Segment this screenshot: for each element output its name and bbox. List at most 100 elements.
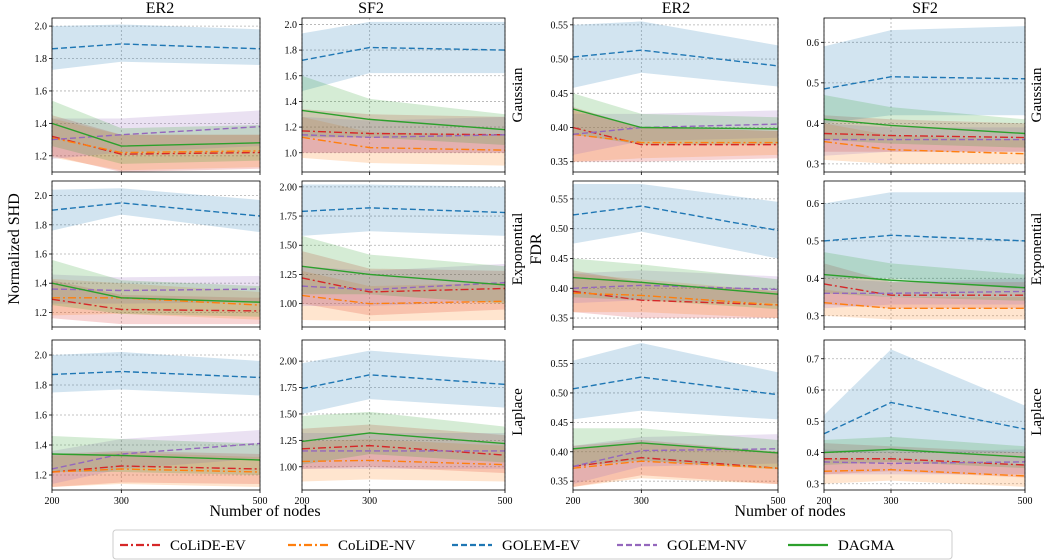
band-colide-ev — [52, 115, 260, 172]
panel-exponential-sf2-fdr: 0.3 0.4 0.5 0.6 — [807, 180, 1026, 330]
legend-label: GOLEM-NV — [667, 538, 747, 554]
x-tick-label: 200 — [45, 496, 60, 507]
y-tick-label: 0.4 — [807, 274, 820, 285]
panel-frame — [301, 180, 506, 328]
line-golem-ev — [52, 370, 260, 379]
panel-frame — [572, 339, 779, 491]
plot-area — [52, 188, 260, 325]
line-golem-ev — [573, 376, 778, 396]
line-golem-nv — [52, 442, 260, 470]
plot-area — [824, 349, 1025, 487]
line-dagma — [573, 108, 778, 130]
band-colide-ev — [824, 263, 1025, 309]
band-colide-nv — [302, 116, 505, 166]
y-axis-label-shd: Normalized SHD — [6, 193, 23, 305]
plot-area — [52, 352, 260, 487]
line-colide-ev — [52, 465, 260, 473]
legend-label: GOLEM-EV — [502, 538, 580, 554]
y-tick-label: 0.40 — [551, 447, 569, 458]
legend-frame — [112, 529, 953, 560]
plot-area — [824, 192, 1025, 320]
band-golem-nv — [573, 110, 778, 155]
line-golem-ev — [824, 401, 1025, 435]
x-tick-label: 200 — [295, 496, 310, 507]
line-colide-ev — [573, 456, 778, 469]
y-tick-label: 0.7 — [807, 354, 820, 365]
y-tick-label: 0.3 — [807, 479, 820, 490]
line-colide-ev — [824, 283, 1025, 296]
line-dagma — [573, 276, 778, 295]
y-tick-label: 2.0 — [35, 22, 48, 33]
y-tick-label: 1.6 — [35, 250, 48, 261]
line-golem-nv — [824, 461, 1025, 465]
x-tick-label: 300 — [362, 496, 377, 507]
y-tick-label: 1.8 — [35, 54, 48, 65]
x-tick-label: 200 — [817, 496, 832, 507]
band-dagma — [824, 252, 1025, 301]
y-tick-label: 1.6 — [35, 411, 48, 422]
panel-exponential-er2-shd: 1.2 1.4 1.6 1.8 2.0 — [35, 180, 261, 330]
panel-frame — [51, 17, 261, 173]
y-tick-label: 0.35 — [551, 157, 569, 168]
panel-frame — [301, 17, 506, 173]
band-colide-nv — [302, 439, 505, 482]
line-golem-ev — [573, 205, 778, 232]
band-dagma — [52, 436, 260, 475]
y-tick-label: 2.0 — [285, 20, 298, 31]
y-tick-label: 0.50 — [551, 224, 569, 235]
legend-label: DAGMA — [838, 538, 895, 554]
y-tick-label: 2.0 — [35, 191, 48, 202]
band-dagma — [302, 235, 505, 304]
band-golem-ev — [302, 21, 505, 92]
y-tick-label: 0.45 — [551, 89, 569, 100]
line-colide-ev — [302, 277, 505, 293]
band-colide-ev — [573, 106, 778, 162]
y-tick-label: 2.0 — [35, 351, 48, 362]
line-colide-ev — [573, 126, 778, 146]
line-colide-nv — [573, 460, 778, 469]
line-colide-nv — [302, 136, 505, 151]
x-tick-label: 300 — [634, 496, 649, 507]
y-axis-label-fdr: FDR — [528, 233, 545, 264]
y-tick-label: 0.3 — [807, 159, 820, 170]
line-colide-nv — [824, 140, 1025, 155]
y-tick-label: 1.25 — [280, 436, 298, 447]
x-tick-label: 500 — [498, 496, 513, 507]
y-tick-label: 2.00 — [280, 182, 298, 193]
band-colide-nv — [302, 270, 505, 322]
line-golem-nv — [52, 288, 260, 292]
x-tick-label: 300 — [114, 496, 129, 507]
y-tick-label: 0.50 — [551, 388, 569, 399]
y-tick-label: 1.8 — [35, 220, 48, 231]
line-colide-nv — [52, 468, 260, 473]
y-tick-label: 1.75 — [280, 383, 298, 394]
line-golem-nv — [302, 281, 505, 291]
x-tick-label: 500 — [1018, 496, 1033, 507]
band-golem-ev — [573, 183, 778, 259]
line-golem-ev — [302, 374, 505, 390]
y-tick-label: 1.2 — [285, 123, 298, 134]
y-tick-label: 0.3 — [807, 311, 820, 322]
y-tick-label: 0.4 — [807, 119, 820, 130]
legend-label: CoLiDE-EV — [170, 538, 246, 554]
legend-item-golem-ev: GOLEM-EV — [452, 538, 580, 554]
line-dagma — [824, 273, 1025, 289]
line-golem-nv — [573, 448, 778, 468]
x-tick-label: 500 — [253, 496, 268, 507]
legend-item-golem-nv: GOLEM-NV — [617, 538, 747, 554]
panel-gaussian-er2-shd: 1.2 1.4 1.6 1.8 2.0 — [35, 17, 261, 175]
y-tick-label: 1.4 — [35, 279, 48, 290]
line-colide-ev — [302, 130, 505, 136]
column-title-2: SF2 — [358, 0, 384, 17]
line-colide-ev — [824, 132, 1025, 139]
legend-item-colide-nv: CoLiDE-NV — [288, 538, 416, 554]
x-axis-label-right: Number of nodes — [734, 503, 845, 520]
band-dagma — [52, 259, 260, 317]
panel-gaussian-sf2-shd: 1.0 1.2 1.4 1.6 1.8 2.0 — [285, 17, 506, 175]
panel-exponential-sf2-shd: 1.00 1.25 1.50 1.75 2.00 — [280, 180, 506, 330]
y-tick-label: 0.55 — [551, 20, 569, 31]
x-tick-label: 200 — [566, 496, 581, 507]
y-tick-label: 1.4 — [285, 97, 298, 108]
y-tick-label: 1.2 — [35, 471, 48, 482]
